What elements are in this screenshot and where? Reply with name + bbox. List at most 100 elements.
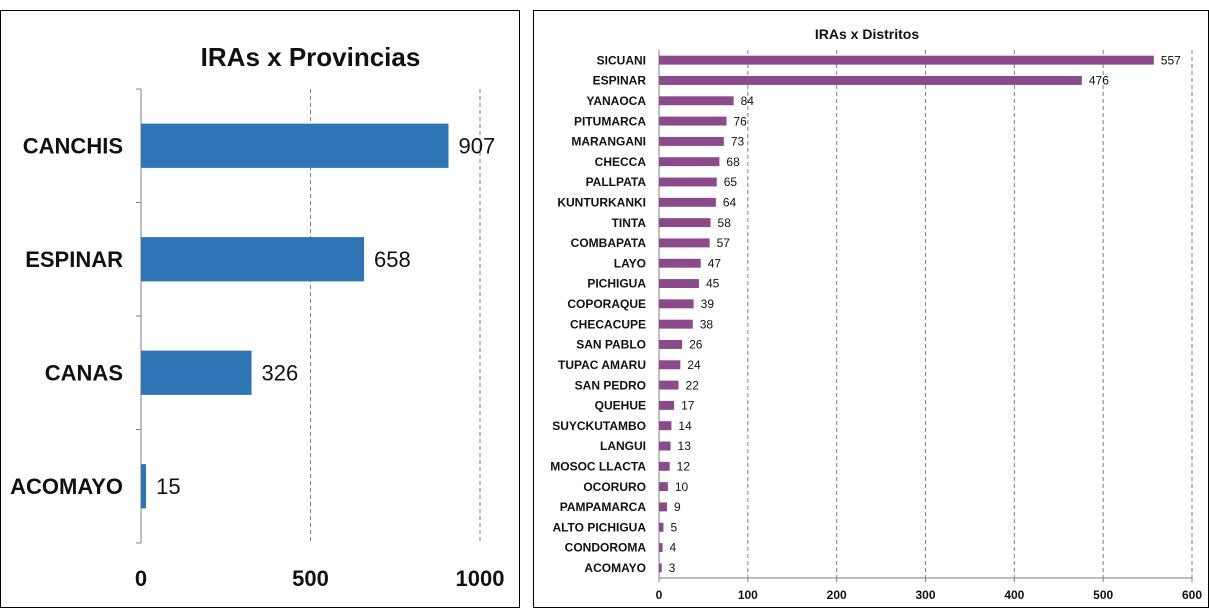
bar-condoroma xyxy=(659,543,663,553)
bar-pichigua xyxy=(659,279,699,289)
data-label-condoroma: 4 xyxy=(670,541,677,555)
data-label-pitumarca: 76 xyxy=(734,114,748,128)
data-label-alto-pichigua: 5 xyxy=(670,520,677,534)
bar-tinta xyxy=(659,218,711,228)
bar-langui xyxy=(659,441,671,451)
bar-espinar xyxy=(659,75,1082,85)
data-label-quehue: 17 xyxy=(681,399,695,413)
bar-yanaoca xyxy=(659,96,734,106)
data-label-marangani: 73 xyxy=(731,135,745,149)
bar-checca xyxy=(659,157,720,167)
bar-suyckutambo xyxy=(659,421,672,431)
bar-canchis xyxy=(141,123,449,168)
data-label-canchis: 907 xyxy=(458,133,495,158)
bar-coporaque xyxy=(659,299,694,309)
data-label-pampamarca: 9 xyxy=(674,500,681,514)
category-label-coporaque: COPORAQUE xyxy=(567,297,646,311)
category-label-tinta: TINTA xyxy=(612,216,647,230)
bar-san-pedro xyxy=(659,380,679,390)
category-label-tupac-amaru: TUPAC AMARU xyxy=(558,358,646,372)
data-label-pichigua: 45 xyxy=(706,277,720,291)
data-label-acomayo: 15 xyxy=(156,474,180,499)
category-label-kunturkanki: KUNTURKANKI xyxy=(557,196,646,210)
data-label-checca: 68 xyxy=(726,155,740,169)
category-label-mosoc-llacta: MOSOC LLACTA xyxy=(550,460,646,474)
category-label-canchis: CANCHIS xyxy=(23,133,123,158)
data-label-yanaoca: 84 xyxy=(741,94,755,108)
category-label-layo: LAYO xyxy=(614,256,646,270)
bar-canas xyxy=(141,350,252,395)
category-label-ocoruro: OCORURO xyxy=(583,480,646,494)
bar-tupac-amaru xyxy=(659,360,681,370)
category-label-pampamarca: PAMPAMARCA xyxy=(560,500,647,514)
x-tick-label: 1000 xyxy=(456,566,505,591)
category-label-suyckutambo: SUYCKUTAMBO xyxy=(552,419,646,433)
data-label-langui: 13 xyxy=(678,439,692,453)
category-label-acomayo: ACOMAYO xyxy=(584,561,646,575)
category-label-acomayo: ACOMAYO xyxy=(10,474,123,499)
bar-pallpata xyxy=(659,177,717,187)
category-label-marangani: MARANGANI xyxy=(571,135,646,149)
data-label-espinar: 476 xyxy=(1089,74,1109,88)
chart-title: IRAs x Provincias xyxy=(201,42,421,72)
bar-marangani xyxy=(659,136,724,146)
provincias-chart-panel: IRAs x Provincias 0 500 1000 CANCHIS 907 ESPIN… xyxy=(0,10,520,608)
category-label-pichigua: PICHIGUA xyxy=(587,277,646,291)
x-tick-label: 200 xyxy=(827,588,847,602)
chart-title: IRAs x Distritos xyxy=(815,26,919,42)
data-label-ocoruro: 10 xyxy=(675,480,689,494)
data-label-coporaque: 39 xyxy=(701,297,715,311)
category-label-checacupe: CHECACUPE xyxy=(570,317,646,331)
x-tick-label: 600 xyxy=(1182,588,1202,602)
category-label-yanaoca: YANAOCA xyxy=(586,94,646,108)
data-label-tinta: 58 xyxy=(718,216,732,230)
bar-kunturkanki xyxy=(659,197,716,207)
data-label-tupac-amaru: 24 xyxy=(687,358,701,372)
data-label-mosoc-llacta: 12 xyxy=(677,460,691,474)
x-tick-label: 500 xyxy=(292,566,329,591)
bar-mosoc-llacta xyxy=(659,461,670,471)
category-label-combapata: COMBAPATA xyxy=(571,236,647,250)
category-label-canas: CANAS xyxy=(45,360,123,385)
data-label-kunturkanki: 64 xyxy=(723,196,737,210)
data-label-checacupe: 38 xyxy=(700,317,714,331)
category-label-san-pedro: SAN PEDRO xyxy=(575,378,646,392)
x-tick-label: 100 xyxy=(738,588,758,602)
data-label-suyckutambo: 14 xyxy=(678,419,692,433)
bar-sicuani xyxy=(659,55,1154,65)
distritos-chart-panel: IRAs x Distritos 0 100 200 300 400 500 600 SICUA… xyxy=(533,10,1209,608)
category-label-san-pablo: SAN PABLO xyxy=(576,338,646,352)
category-label-pitumarca: PITUMARCA xyxy=(574,114,646,128)
bar-layo xyxy=(659,258,701,268)
category-label-espinar: ESPINAR xyxy=(25,247,123,272)
category-label-condoroma: CONDOROMA xyxy=(565,541,647,555)
data-label-combapata: 57 xyxy=(717,236,731,250)
data-label-san-pablo: 26 xyxy=(689,338,703,352)
distritos-chart: IRAs x Distritos 0 100 200 300 400 500 600 SICUA… xyxy=(550,26,1202,602)
data-label-canas: 326 xyxy=(262,360,299,385)
bar-checacupe xyxy=(659,319,693,329)
x-tick-label: 0 xyxy=(135,566,147,591)
x-tick-label: 500 xyxy=(1093,588,1113,602)
data-label-espinar: 658 xyxy=(374,247,411,272)
category-label-sicuani: SICUANI xyxy=(597,53,646,67)
data-label-acomayo: 3 xyxy=(669,561,676,575)
bar-combapata xyxy=(659,238,710,248)
category-label-quehue: QUEHUE xyxy=(595,399,646,413)
category-label-checca: CHECCA xyxy=(595,155,647,169)
bar-alto-pichigua xyxy=(659,522,664,532)
category-label-langui: LANGUI xyxy=(600,439,646,453)
x-tick-label: 400 xyxy=(1004,588,1024,602)
bar-san-pablo xyxy=(659,339,683,349)
bar-quehue xyxy=(659,400,675,410)
data-label-pallpata: 65 xyxy=(724,175,738,189)
data-label-layo: 47 xyxy=(708,256,722,270)
x-tick-label: 300 xyxy=(915,588,935,602)
bar-acomayo xyxy=(659,563,662,573)
category-label-espinar: ESPINAR xyxy=(593,74,647,88)
data-label-san-pedro: 22 xyxy=(686,378,700,392)
data-label-sicuani: 557 xyxy=(1161,53,1181,67)
category-label-pallpata: PALLPATA xyxy=(586,175,647,189)
provincias-chart: IRAs x Provincias 0 500 1000 CANCHIS 907 ESPIN… xyxy=(10,42,505,591)
x-tick-label: 0 xyxy=(656,588,663,602)
